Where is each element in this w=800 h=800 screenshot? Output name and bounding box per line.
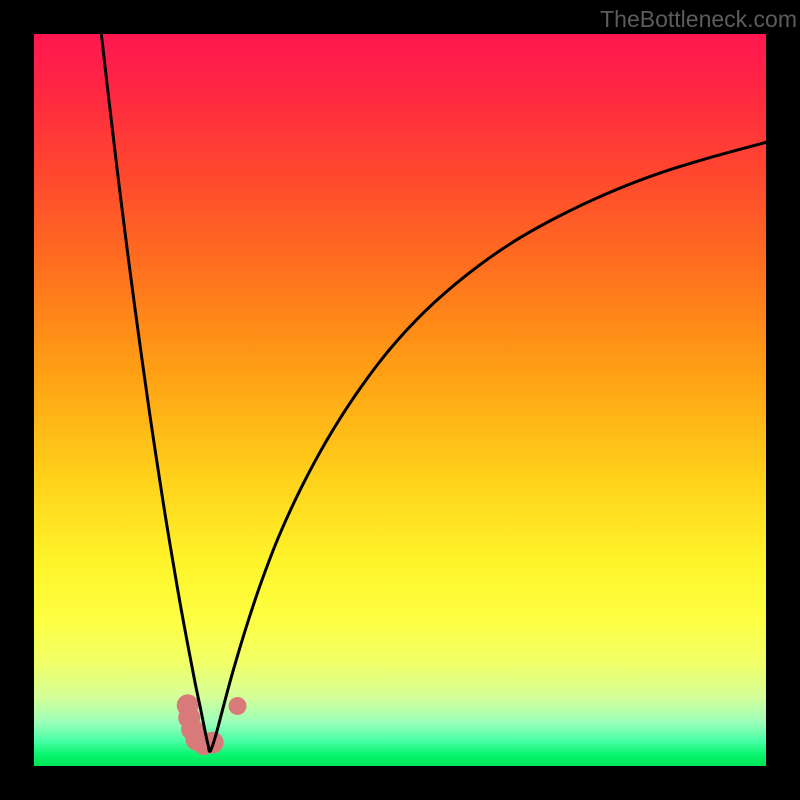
highlight-marker xyxy=(229,697,247,715)
plot-area xyxy=(34,34,766,766)
chart-svg xyxy=(34,34,766,766)
watermark-text: TheBottleneck.com xyxy=(600,6,797,33)
gradient-background xyxy=(34,34,766,766)
